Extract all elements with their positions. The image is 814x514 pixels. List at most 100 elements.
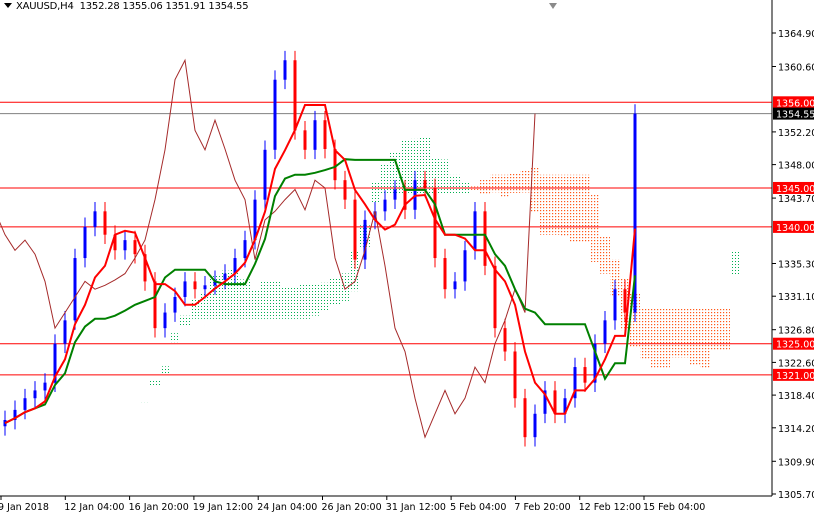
cloud-segment <box>260 280 270 319</box>
cloud-segment <box>690 308 700 366</box>
bar-body <box>633 113 637 313</box>
bar-body <box>623 289 627 313</box>
price-bar <box>43 373 47 400</box>
price-bar <box>303 120 307 160</box>
cloud-segment <box>210 275 220 319</box>
bar-body <box>213 279 217 286</box>
kijun-sen-line <box>4 158 636 424</box>
cloud-segment <box>230 268 240 319</box>
bar-body <box>83 226 87 259</box>
bar-body <box>33 390 37 399</box>
bar-body <box>203 285 207 290</box>
bar-body <box>163 312 167 329</box>
x-tick-label: 24 Jan 04:00 <box>257 502 317 513</box>
price-bar <box>523 388 527 447</box>
bar-body <box>503 328 507 352</box>
x-tick-label: 9 Jan 2018 <box>0 502 49 513</box>
cloud-segment <box>660 308 670 370</box>
price-bar <box>623 279 627 322</box>
level-price-tag <box>773 181 814 194</box>
bar-body <box>293 60 297 131</box>
cloud-segment <box>250 290 260 319</box>
level-price-tag <box>773 368 814 381</box>
cloud-segment <box>300 283 310 319</box>
price-bar <box>83 217 87 268</box>
bar-body <box>343 180 347 200</box>
price-bar <box>273 70 277 160</box>
y-tick-label: 1364.90 <box>778 29 814 40</box>
price-bar <box>373 201 377 230</box>
one-click-trading-toggle-icon[interactable] <box>549 3 557 9</box>
price-bar <box>533 404 537 447</box>
price-bar <box>323 110 327 159</box>
cloud-segment <box>720 308 730 350</box>
bar-body <box>383 199 387 212</box>
bar-body <box>143 254 147 282</box>
bar-body <box>133 240 137 255</box>
price-bar <box>203 275 207 299</box>
cloud-segment <box>410 138 420 195</box>
symbol-label: XAUUSD,H4 <box>16 1 74 12</box>
cloud-segment <box>640 308 650 360</box>
dropdown-triangle-icon[interactable] <box>4 3 12 8</box>
cloud-segment <box>520 170 530 193</box>
cloud-segment <box>390 152 400 195</box>
cloud-segment <box>190 298 200 319</box>
bar-body <box>113 234 117 251</box>
bar-body <box>543 390 547 414</box>
price-bar <box>433 178 437 268</box>
cloud-segment <box>610 259 620 297</box>
bar-body <box>123 240 127 251</box>
cloud-segment <box>330 278 340 305</box>
cloud-segment <box>550 174 560 235</box>
x-tick-label: 31 Jan 12:00 <box>386 502 446 513</box>
bar-body <box>13 409 17 421</box>
bar-body <box>93 211 97 227</box>
bar-body <box>23 398 27 410</box>
cloud-segment <box>400 139 410 195</box>
bar-body <box>463 250 467 282</box>
bar-body <box>443 258 447 290</box>
cloud-segment <box>730 252 740 276</box>
level-price-label: 1345.00 <box>776 184 814 195</box>
bar-body <box>3 420 7 427</box>
cloud-segment <box>710 308 720 350</box>
price-bar <box>73 248 77 330</box>
ohlc-readout: 1352.28 1355.06 1351.91 1354.55 <box>79 1 249 12</box>
bar-body <box>303 130 307 150</box>
bar-body <box>603 320 607 344</box>
bar-body <box>273 79 277 150</box>
bar-body <box>563 398 567 414</box>
y-tick-label: 1335.30 <box>778 260 814 271</box>
level-price-label: 1340.00 <box>776 223 814 234</box>
cloud-segment <box>200 292 210 319</box>
bar-body <box>403 189 407 210</box>
y-tick-label: 1343.70 <box>778 194 814 205</box>
cloud-segment <box>600 235 610 274</box>
price-bar <box>503 318 507 361</box>
cloud-segment <box>340 273 350 301</box>
cloud-segment <box>580 174 590 243</box>
y-tick-label: 1352.20 <box>778 128 814 139</box>
price-bar <box>553 381 557 424</box>
current-price-tag <box>773 107 814 120</box>
horizontal-levels <box>0 101 772 376</box>
bar-body <box>233 258 237 274</box>
bar-body <box>223 273 227 280</box>
bar-body <box>63 320 67 344</box>
bar-body <box>433 187 437 259</box>
price-bar <box>463 240 467 291</box>
price-bar <box>113 225 117 260</box>
cloud-segment <box>670 308 680 358</box>
price-bar <box>313 110 317 160</box>
bar-body <box>583 367 587 383</box>
price-bar <box>33 381 37 408</box>
x-tick-label: 12 Feb 12:00 <box>579 502 641 513</box>
bar-body <box>523 398 527 438</box>
cloud-segment <box>370 182 380 204</box>
cloud-segment <box>490 174 500 193</box>
y-tick-label: 1305.70 <box>778 490 814 501</box>
price-bar <box>383 190 387 221</box>
